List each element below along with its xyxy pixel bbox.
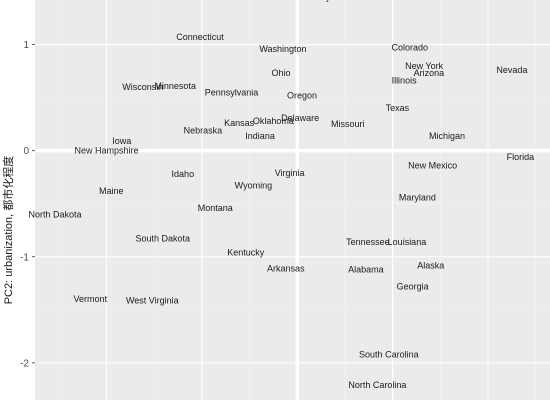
- y-tick-label: 0: [23, 146, 29, 157]
- minor-gridlines: [35, 0, 550, 400]
- y-tick-label: -2: [20, 358, 29, 369]
- state-point-label: Montana: [198, 203, 233, 213]
- y-axis-ticks: 1 0 -1 -2: [20, 40, 35, 369]
- state-point-label: Iowa: [112, 136, 131, 146]
- y-tick-label: 1: [23, 40, 29, 51]
- state-point-label: Georgia: [397, 281, 429, 291]
- state-point-label: Louisiana: [388, 237, 427, 247]
- y-axis-title: PC2: urbanization, 都市化程度: [1, 156, 15, 305]
- state-point-label: New Hampshire: [75, 146, 139, 156]
- state-point-label: Arizona: [414, 68, 445, 78]
- state-point-label: Alaska: [417, 260, 444, 270]
- state-point-label: Delaware: [281, 113, 319, 123]
- state-point-label: Washington: [259, 44, 306, 54]
- state-point-label: Virginia: [275, 168, 305, 178]
- state-point-label: Oklahoma: [253, 116, 294, 126]
- state-point-label: New Jersey: [283, 0, 331, 2]
- panel-background: [35, 0, 550, 400]
- state-point-label: Colorado: [392, 43, 429, 53]
- state-point-label: Pennsylvania: [205, 87, 259, 97]
- state-point-label: Florida: [507, 152, 535, 162]
- state-point-label: North Dakota: [29, 209, 82, 219]
- state-point-label: Illinois: [392, 76, 418, 86]
- state-point-label: North Carolina: [348, 380, 406, 390]
- state-point-label: Wyoming: [235, 181, 272, 191]
- state-point-label: Oregon: [287, 90, 317, 100]
- state-point-label: Connecticut: [176, 32, 224, 42]
- zero-lines: [35, 0, 550, 400]
- state-point-label: Nebraska: [184, 126, 223, 136]
- state-point-label: Vermont: [74, 294, 108, 304]
- state-point-label: Ohio: [272, 68, 291, 78]
- state-point-label: West Virginia: [126, 295, 179, 305]
- state-point-label: South Carolina: [359, 349, 419, 359]
- state-point-label: South Dakota: [136, 234, 191, 244]
- state-point-label: Idaho: [172, 169, 195, 179]
- state-point-label: Indiana: [245, 131, 275, 141]
- state-point-label: Nevada: [496, 65, 527, 75]
- state-point-label: Maine: [99, 186, 124, 196]
- state-point-label: Texas: [386, 103, 410, 113]
- state-point-label: Arkansas: [267, 263, 305, 273]
- point-labels: New Jersey Connecticut Washington Colorado N…: [29, 0, 535, 390]
- state-point-label: Missouri: [331, 119, 365, 129]
- state-point-label: Alabama: [348, 264, 384, 274]
- state-point-label: New York: [405, 61, 444, 71]
- state-point-label: Wisconsin: [122, 82, 163, 92]
- state-point-label: Maryland: [399, 192, 436, 202]
- state-point-label: Kansas: [224, 118, 255, 128]
- state-point-label: Minnesota: [154, 81, 196, 91]
- state-point-label: New Mexico: [408, 161, 457, 171]
- state-point-label: Tennessee: [346, 237, 390, 247]
- state-point-label: Michigan: [429, 131, 465, 141]
- state-point-label: Kentucky: [227, 248, 265, 258]
- y-tick-label: -1: [20, 252, 29, 263]
